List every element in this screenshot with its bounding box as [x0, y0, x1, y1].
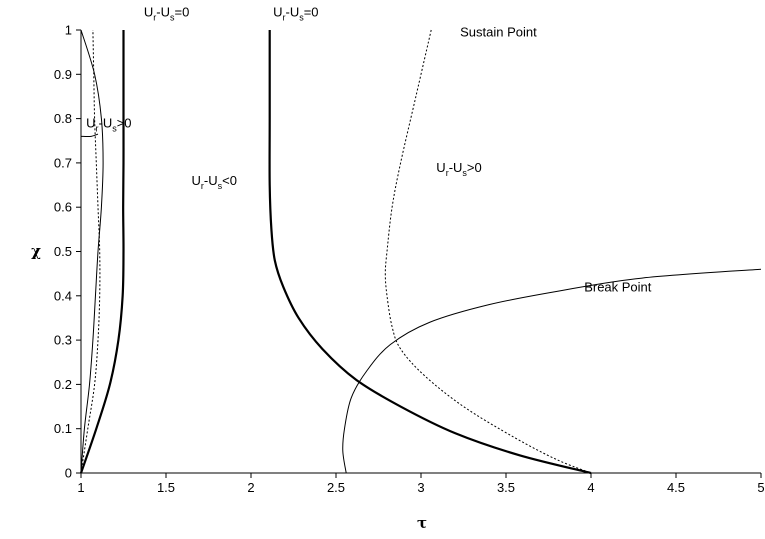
axes: 1 1.5 2 2.5 3 3.5 4 4.5 5 0 0.1 0.2 0.3 0.4 0.5 0.6 0.7 0… [54, 23, 765, 496]
x-tick-label: 3 [417, 480, 424, 495]
annotation-label: Sustain Point [460, 25, 537, 40]
y-tick-label: 0.5 [54, 244, 72, 259]
y-axis-title: χ [31, 242, 41, 260]
series-line-1 [79, 30, 125, 474]
y-tick-label: 0.2 [54, 377, 72, 392]
series-line-3 [80, 29, 101, 474]
y-tick-label: 0.9 [54, 67, 72, 82]
y-tick-label: 0.1 [54, 421, 72, 436]
series-line-7 [80, 133, 99, 137]
series-line-4 [268, 29, 592, 475]
series-line-2 [80, 29, 104, 474]
x-tick-label: 5 [757, 480, 764, 495]
annotation-label: Ur-Us>0 [436, 160, 481, 178]
x-tick-label: 1 [77, 480, 84, 495]
x-tick-label: 3.5 [497, 480, 515, 495]
annotation-label: Ur-Us<0 [192, 173, 237, 191]
annotation-label: Ur-Us=0 [144, 5, 189, 23]
x-tick-label: 4 [587, 480, 594, 495]
y-tick-label: 0.7 [54, 155, 72, 170]
annotations-layer: Ur-Us=0 Ur-Us=0 Ur-Us>0 Ur-Us<0 Ur-Us>0 Susta… [86, 5, 652, 295]
annotation-label: Break Point [584, 279, 652, 294]
y-tick-label: 0.4 [54, 288, 72, 303]
series-line-6 [342, 268, 762, 474]
y-tick-label: 1 [65, 23, 72, 38]
x-tick-label: 2 [247, 480, 254, 495]
x-tick-label: 4.5 [667, 480, 685, 495]
annotation-label: Ur-Us=0 [273, 5, 318, 23]
y-tick-label: 0.3 [54, 333, 72, 348]
x-tick-label: 2.5 [327, 480, 345, 495]
x-axis-title: τ [417, 514, 427, 532]
series-line-5 [384, 29, 592, 474]
series-layer [79, 29, 762, 475]
annotation-label: Ur-Us>0 [86, 115, 131, 133]
y-tick-label: 0.6 [54, 200, 72, 215]
x-tick-label: 1.5 [157, 480, 175, 495]
y-tick-label: 0.8 [54, 111, 72, 126]
y-tick-label: 0 [65, 466, 72, 481]
